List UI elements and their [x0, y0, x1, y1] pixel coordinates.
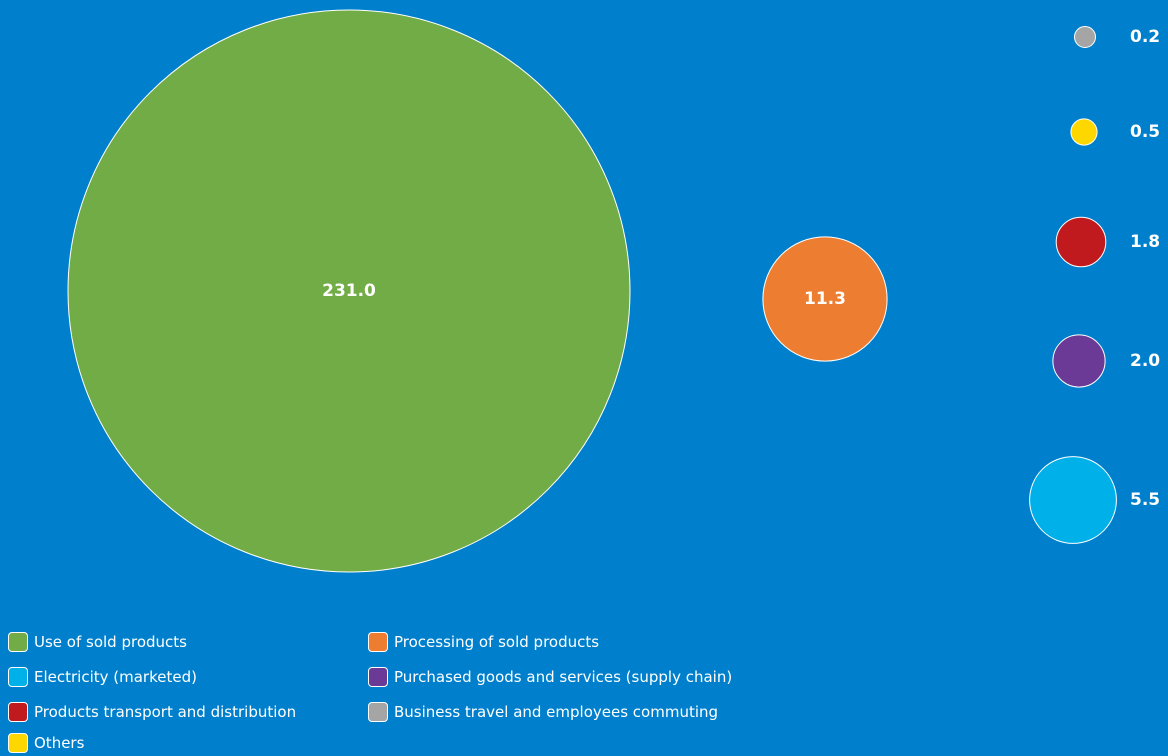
legend-swatch [368, 632, 388, 652]
legend-label: Business travel and employees commuting [394, 703, 719, 721]
legend-swatch [8, 733, 28, 753]
bubble-chart: 231.0 11.3 5.5 2.0 1.8 0.5 0.2 [67, 9, 1160, 573]
legend-item-electricity: Electricity (marketed) [8, 667, 197, 687]
legend-swatch [368, 667, 388, 687]
legend-swatch [8, 702, 28, 722]
bubble-processing-of-sold-products [762, 236, 888, 362]
legend-item-business-travel: Business travel and employees commuting [368, 702, 718, 722]
legend-label: Products transport and distribution [34, 703, 297, 721]
legend-swatch [368, 702, 388, 722]
bubble-products-transport-and-distribution [1055, 216, 1107, 268]
bubble-electricity-marketed [1029, 456, 1117, 544]
bubble-business-travel-and-employees-commuting [1074, 26, 1096, 48]
data-label-purchased-goods-and-services-supply-chain: 2.0 [1130, 351, 1160, 371]
legend-item-use-of-sold-products: Use of sold products [8, 632, 187, 652]
legend-label: Others [34, 734, 85, 752]
legend-item-purchased-goods: Purchased goods and services (supply cha… [368, 667, 732, 687]
data-label-products-transport-and-distribution: 1.8 [1130, 232, 1160, 252]
legend-item-processing-of-sold-products: Processing of sold products [368, 632, 599, 652]
data-label-business-travel-and-employees-commuting: 0.2 [1130, 27, 1160, 47]
data-label-electricity-marketed: 5.5 [1130, 490, 1160, 510]
bubble-use-of-sold-products [67, 9, 631, 573]
data-label-others: 0.5 [1130, 122, 1160, 142]
legend-item-others: Others [8, 733, 84, 753]
legend-label: Processing of sold products [394, 633, 600, 651]
legend-label: Electricity (marketed) [34, 668, 197, 686]
bubble-purchased-goods-and-services-supply-chain [1052, 334, 1106, 388]
legend-label: Purchased goods and services (supply cha… [394, 668, 733, 686]
legend-swatch [8, 632, 28, 652]
data-label-processing-of-sold-products: 11.3 [804, 289, 846, 309]
bubble-others [1070, 118, 1098, 146]
legend-swatch [8, 667, 28, 687]
data-label-use-of-sold-products: 231.0 [322, 281, 376, 301]
legend-item-products-transport: Products transport and distribution [8, 702, 296, 722]
legend-label: Use of sold products [34, 633, 187, 651]
